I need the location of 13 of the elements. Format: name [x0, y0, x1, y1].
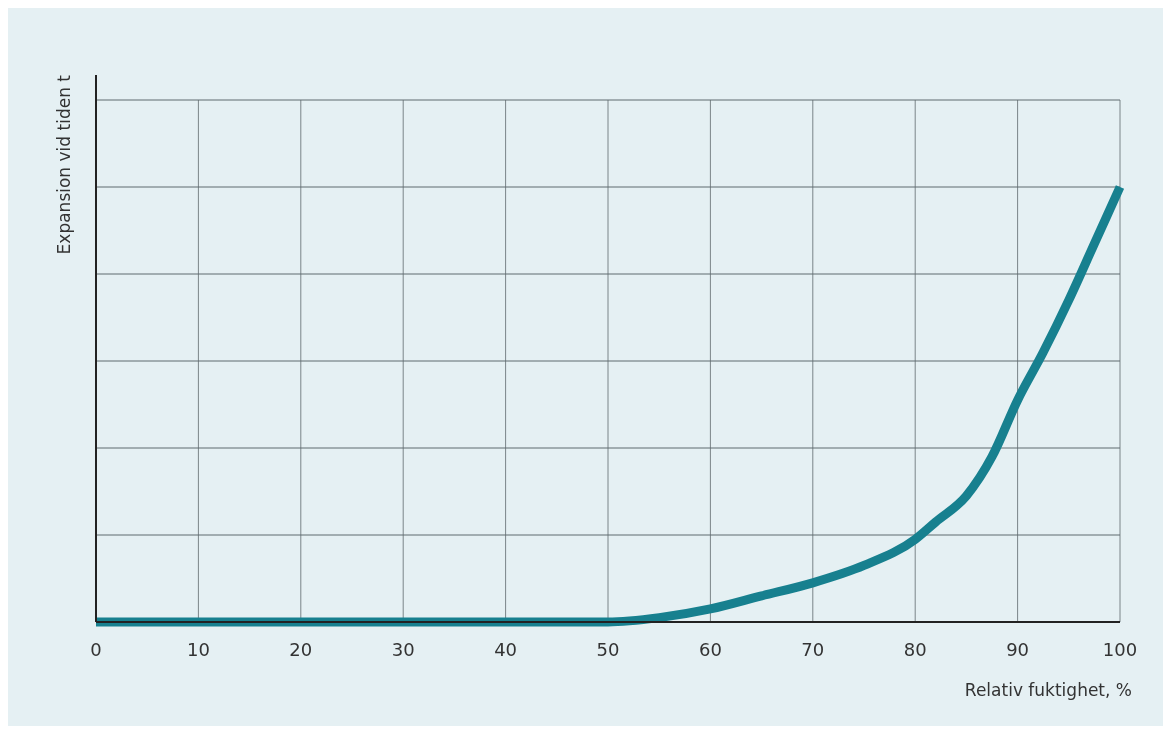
- y-axis-title: Expansion vid tiden t: [54, 74, 74, 255]
- x-tick-label: 20: [289, 639, 313, 660]
- x-tick-label: 30: [391, 639, 415, 660]
- x-tick-label: 10: [186, 639, 210, 660]
- x-tick-label: 70: [801, 639, 825, 660]
- x-tick-label: 50: [596, 639, 620, 660]
- x-tick-label: 100: [1102, 639, 1138, 660]
- x-axis-title: Relativ fuktighet, %: [964, 680, 1132, 700]
- x-tick-label: 90: [1006, 639, 1030, 660]
- x-tick-label: 40: [494, 639, 518, 660]
- x-tick-label: 80: [903, 639, 927, 660]
- x-tick-label: 60: [698, 639, 722, 660]
- x-tick-label: 0: [90, 639, 102, 660]
